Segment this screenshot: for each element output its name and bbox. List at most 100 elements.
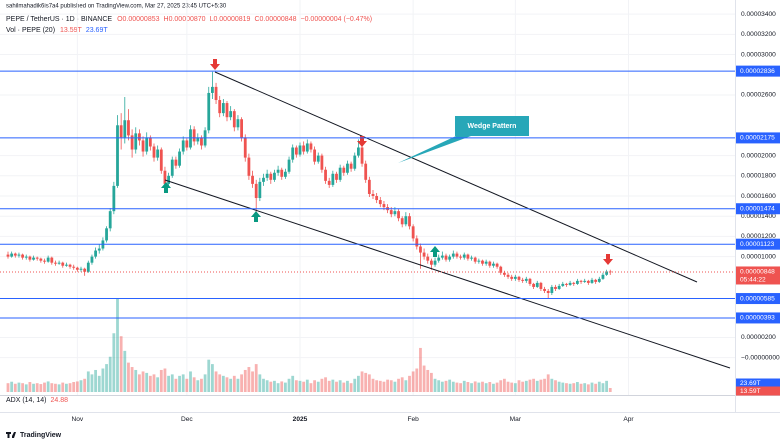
volume-bar <box>415 368 419 392</box>
candle-body <box>605 271 608 275</box>
volume-bar <box>422 365 426 392</box>
volume-bar <box>462 380 466 392</box>
volume-bar <box>243 369 247 392</box>
candle-body <box>539 282 543 289</box>
volume-bar <box>181 374 185 392</box>
candle-body <box>148 137 152 147</box>
wedge-lower-line <box>164 179 731 369</box>
volume-bar <box>601 383 605 392</box>
y-tick-label: 0.00001600 <box>741 193 776 200</box>
volume-bar <box>156 377 160 392</box>
volume-bar <box>331 379 335 392</box>
volume-bar <box>488 382 492 392</box>
candle-body <box>273 172 276 180</box>
down-arrow <box>357 136 367 147</box>
level-label-bg <box>736 238 780 250</box>
candle-body <box>287 159 291 172</box>
candle-body <box>448 256 452 260</box>
candle-body <box>163 170 167 184</box>
level-label-bg <box>736 293 780 305</box>
plot-area <box>0 0 735 395</box>
candle-body <box>532 283 535 287</box>
candle-body <box>54 262 57 264</box>
candle-body <box>94 250 97 257</box>
volume-bar <box>375 380 379 392</box>
level-label: 0.00001474 <box>740 205 775 212</box>
candle-body <box>225 103 229 118</box>
volume-bar <box>83 378 87 392</box>
volume-bar <box>112 333 116 392</box>
volume-bar <box>572 383 576 392</box>
candle-body <box>13 253 17 256</box>
volume-bar <box>568 383 572 392</box>
volume-axis-label: 13.59T <box>740 388 761 395</box>
volume-bar <box>444 380 448 392</box>
ohlc-high: H0.00000870 <box>164 16 206 23</box>
volume-bar <box>499 380 503 392</box>
ohlc-close: C0.00000848 <box>254 16 296 23</box>
volume-bar <box>357 375 360 392</box>
volume-bar <box>386 379 389 392</box>
up-arrow <box>430 246 440 257</box>
y-tick-label: 0.00003200 <box>741 31 776 38</box>
candle-body <box>207 92 211 131</box>
candle-body <box>597 278 601 282</box>
candle-body <box>506 274 510 277</box>
candle-body <box>83 268 87 272</box>
volume-bar <box>10 381 14 392</box>
volume-bar <box>495 382 499 392</box>
x-tick-label: Feb <box>407 416 419 423</box>
x-tick-label: 2025 <box>293 416 308 423</box>
volume-bar <box>294 380 298 392</box>
candle-body <box>367 179 371 194</box>
volume-bar <box>86 371 90 392</box>
level-label-bg <box>736 312 780 324</box>
candle-body <box>65 264 68 266</box>
candle-body <box>440 255 444 258</box>
volume-bar <box>65 383 68 392</box>
candle-body <box>576 280 579 284</box>
volume-bar <box>430 372 433 392</box>
volume-bar <box>484 383 488 392</box>
volume-bar <box>597 381 601 392</box>
volume-bar <box>324 377 327 392</box>
volume-axis-label: 23.69T <box>740 380 761 387</box>
volume-bar <box>419 347 422 392</box>
candle-body <box>221 103 225 114</box>
candle-body <box>72 266 76 268</box>
candle-body <box>6 254 10 257</box>
volume-bar <box>167 375 170 392</box>
x-tick-label: Apr <box>623 416 634 423</box>
candle-body <box>185 140 189 148</box>
candle-body <box>411 226 415 239</box>
y-tick-label: 0.00002000 <box>741 152 776 159</box>
volume-bar <box>349 383 353 392</box>
volume-bar <box>576 382 579 392</box>
volume-bar <box>338 380 342 392</box>
candle-body <box>79 268 83 270</box>
candle-body <box>112 185 116 212</box>
y-tick-label: −0.00000000 <box>741 354 780 361</box>
volume-bar <box>586 384 590 392</box>
volume-bar <box>316 381 320 392</box>
volume-bar <box>305 379 309 392</box>
drawings: Wedge Pattern <box>161 59 731 369</box>
callout-box <box>398 116 529 163</box>
candle-body <box>462 254 466 258</box>
volume-bar <box>539 379 543 392</box>
candle-body <box>499 266 503 273</box>
candle-body <box>601 274 605 279</box>
candle-body <box>214 86 218 101</box>
candle-body <box>50 257 54 263</box>
volume-bar <box>130 367 134 392</box>
candle-body <box>119 125 123 138</box>
publisher: sahilmahadik6is7a4 published on TradingV… <box>6 4 227 10</box>
volume-bar <box>302 381 306 392</box>
candle-body <box>430 260 433 265</box>
candle-body <box>105 228 108 241</box>
volume-bar <box>148 375 152 392</box>
candle-body <box>189 129 192 148</box>
volume-bar <box>459 383 462 392</box>
volume-bar <box>119 336 123 392</box>
up-arrow <box>161 182 171 193</box>
